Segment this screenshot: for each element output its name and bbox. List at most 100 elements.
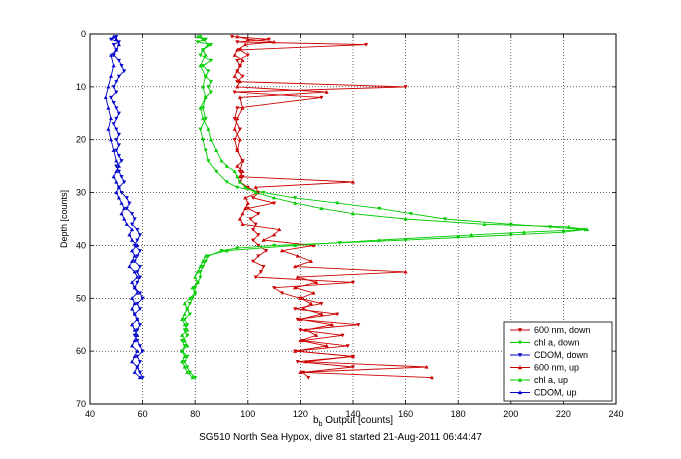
data-point	[350, 211, 356, 216]
data-point	[130, 343, 135, 348]
data-point	[108, 95, 114, 100]
data-point	[116, 164, 121, 168]
data-point	[137, 360, 143, 364]
data-point	[243, 206, 248, 211]
data-point	[130, 259, 135, 263]
data-point	[127, 232, 132, 237]
data-point	[279, 291, 285, 296]
data-point	[182, 360, 187, 364]
data-point	[253, 185, 258, 189]
data-point	[279, 248, 285, 253]
data-point	[193, 286, 198, 290]
data-point	[219, 158, 224, 163]
data-point	[122, 216, 127, 221]
data-point	[193, 290, 198, 295]
data-point	[232, 116, 237, 121]
data-point	[256, 233, 261, 237]
legend-marker	[517, 377, 523, 382]
data-point	[261, 238, 266, 242]
legend-label: CDOM, up	[534, 388, 577, 398]
data-point	[137, 375, 143, 380]
data-point	[235, 246, 240, 251]
data-point	[235, 148, 240, 152]
data-point	[235, 40, 240, 45]
data-point	[253, 222, 258, 227]
legend-item: chl a, down	[510, 338, 580, 348]
data-point	[208, 137, 214, 142]
data-point	[182, 344, 187, 348]
data-point	[137, 275, 143, 280]
data-point	[314, 333, 319, 337]
data-point	[303, 359, 308, 364]
data-point	[298, 296, 303, 300]
data-point	[195, 40, 200, 45]
data-point	[137, 233, 143, 237]
legend-item: chl a, up	[510, 375, 568, 385]
data-point	[243, 195, 248, 200]
data-point	[237, 169, 242, 174]
data-point	[185, 354, 190, 359]
data-point	[350, 354, 356, 359]
data-point	[403, 216, 408, 221]
data-point	[114, 37, 119, 41]
data-point	[203, 95, 208, 100]
data-point	[114, 190, 119, 195]
data-point	[119, 159, 124, 163]
data-point	[224, 248, 229, 253]
data-point	[130, 238, 135, 242]
data-point	[272, 195, 277, 200]
data-point	[364, 42, 369, 47]
data-point	[482, 222, 487, 226]
data-point	[201, 116, 206, 121]
data-point	[295, 275, 300, 279]
data-point	[377, 238, 382, 242]
data-point	[251, 259, 256, 264]
data-point	[201, 138, 206, 142]
legend-item: CDOM, down	[510, 350, 588, 360]
legend-label: chl a, down	[534, 338, 580, 348]
data-point	[119, 211, 124, 216]
data-point	[116, 58, 121, 63]
y-tick-label: 30	[76, 188, 86, 198]
data-point	[106, 127, 111, 131]
series-600-nm-up	[232, 34, 434, 380]
data-point	[335, 201, 340, 206]
data-point	[111, 174, 116, 179]
x-tick-label: 240	[608, 409, 623, 419]
x-tick-label: 120	[293, 409, 308, 419]
y-tick-label: 40	[76, 240, 86, 250]
ticks: 40 60 80 100 120 140 160 180 200 220 240 0 10 20 30 40 5…	[76, 29, 624, 419]
x-tick-label: 80	[190, 409, 200, 419]
data-point	[111, 42, 116, 47]
y-tick-label: 50	[76, 293, 86, 303]
data-point	[135, 354, 140, 359]
data-point	[311, 290, 316, 295]
data-point	[135, 333, 140, 337]
data-point	[293, 243, 298, 248]
legend-label: CDOM, down	[534, 350, 588, 360]
data-point	[201, 64, 206, 68]
data-point	[248, 217, 253, 222]
data-point	[298, 317, 303, 322]
x-tick-label: 140	[345, 409, 360, 419]
data-point	[116, 132, 121, 137]
data-point	[235, 47, 240, 52]
data-point	[442, 217, 448, 222]
x-tick-label: 200	[503, 409, 518, 419]
data-point	[235, 164, 240, 168]
series-cdom-up	[103, 34, 143, 380]
data-point	[272, 232, 277, 237]
data-point	[111, 53, 116, 58]
series-line	[181, 36, 588, 378]
data-point	[240, 211, 245, 216]
data-point	[114, 179, 119, 184]
data-point	[232, 74, 237, 78]
data-point	[111, 34, 116, 39]
data-point	[135, 270, 140, 274]
data-point	[132, 312, 137, 316]
data-point	[403, 85, 408, 89]
data-point	[201, 106, 206, 111]
data-point	[187, 301, 192, 306]
data-point	[114, 106, 119, 111]
